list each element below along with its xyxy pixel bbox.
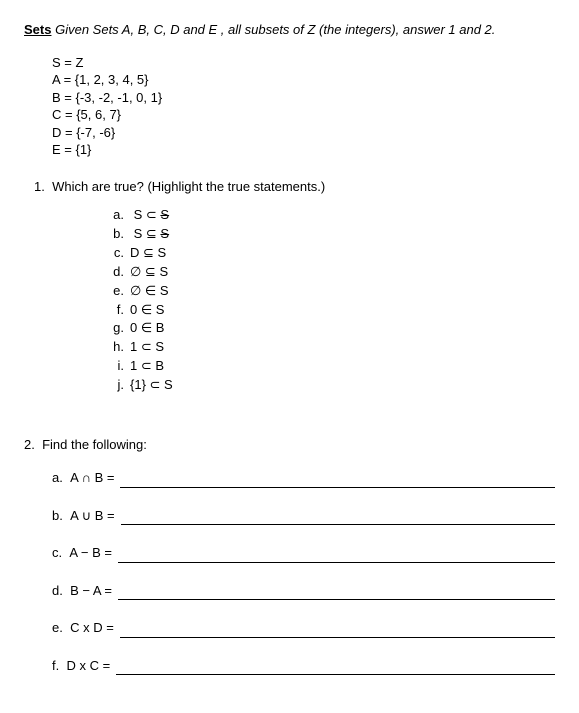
set-B: B = {-3, -2, -1, 0, 1} [52, 89, 555, 107]
q1-c-text: D ⊆ S [130, 245, 166, 260]
q2-b-label: b. [52, 508, 63, 523]
q1-i-label: i. [104, 357, 124, 376]
header-line: Sets Given Sets A, B, C, D and E , all s… [24, 20, 555, 40]
q1-a-text-pre: S ⊂ [134, 207, 161, 222]
q1-j-label: j. [104, 376, 124, 395]
q2-item-b: b. A ∪ B = [52, 506, 555, 526]
q2-prompt: Find the following: [42, 437, 147, 452]
q2-b-text: A ∪ B = [70, 508, 115, 523]
q1-g-text: 0 ∈ B [130, 320, 164, 335]
q1-a-label: a. [104, 206, 124, 225]
q1-d-label: d. [104, 263, 124, 282]
set-definitions: S = Z A = {1, 2, 3, 4, 5} B = {-3, -2, -… [52, 54, 555, 159]
q1-option-c: c. D ⊆ S [104, 244, 555, 263]
q1-h-text: 1 ⊂ S [130, 339, 164, 354]
q2-item-c: c. A − B = [52, 543, 555, 563]
q2-a-text: A ∩ B = [70, 470, 114, 485]
q1-option-g: g. 0 ∈ B [104, 319, 555, 338]
q2-c-label: c. [52, 545, 62, 560]
q1-number: 1. [34, 179, 45, 194]
q1-option-j: j. {1} ⊂ S [104, 376, 555, 395]
q2-item-f: f. D x C = [52, 656, 555, 676]
set-S: S = Z [52, 54, 555, 72]
q2-d-text: B − A = [70, 583, 112, 598]
question-1: 1. Which are true? (Highlight the true s… [34, 177, 555, 395]
q1-option-i: i. 1 ⊂ B [104, 357, 555, 376]
q2-item-e: e. C x D = [52, 618, 555, 638]
q2-c-blank[interactable] [118, 549, 555, 563]
q2-f-text: D x C = [66, 658, 110, 673]
q2-d-label: d. [52, 583, 63, 598]
q2-a-blank[interactable] [120, 474, 555, 488]
q2-number: 2. [24, 437, 35, 452]
q1-e-text: ∅ ∈ S [130, 283, 169, 298]
q2-f-label: f. [52, 658, 59, 673]
q1-h-label: h. [104, 338, 124, 357]
q1-d-text: ∅ ⊆ S [130, 264, 168, 279]
q2-d-blank[interactable] [118, 586, 555, 600]
q1-a-strike: S [160, 207, 169, 222]
q1-option-a: a. S ⊂ S [104, 206, 555, 225]
q2-c-text: A − B = [69, 545, 112, 560]
q1-f-label: f. [104, 301, 124, 320]
set-C: C = {5, 6, 7} [52, 106, 555, 124]
q2-e-text: C x D = [70, 620, 114, 635]
q1-prompt: Which are true? (Highlight the true stat… [52, 179, 325, 194]
q2-item-a: a. A ∩ B = [52, 468, 555, 488]
q1-option-f: f. 0 ∈ S [104, 301, 555, 320]
q1-option-b: b. S ⊆ S [104, 225, 555, 244]
q1-c-label: c. [104, 244, 124, 263]
q1-option-h: h. 1 ⊂ S [104, 338, 555, 357]
q2-e-label: e. [52, 620, 63, 635]
q1-option-e: e. ∅ ∈ S [104, 282, 555, 301]
q1-b-strike: S [160, 226, 169, 241]
q2-f-blank[interactable] [116, 661, 555, 675]
set-A: A = {1, 2, 3, 4, 5} [52, 71, 555, 89]
title: Sets [24, 22, 51, 37]
q1-b-text-pre: S ⊆ [134, 226, 161, 241]
q2-items: a. A ∩ B = b. A ∪ B = c. A − B = d. B − … [52, 468, 555, 675]
q2-b-blank[interactable] [121, 511, 555, 525]
q2-a-label: a. [52, 470, 63, 485]
set-D: D = {-7, -6} [52, 124, 555, 142]
q1-b-label: b. [104, 225, 124, 244]
q1-g-label: g. [104, 319, 124, 338]
q2-item-d: d. B − A = [52, 581, 555, 601]
q1-j-text: {1} ⊂ S [130, 377, 173, 392]
q1-option-d: d. ∅ ⊆ S [104, 263, 555, 282]
instruction: Given Sets A, B, C, D and E , all subset… [55, 22, 495, 37]
q1-options: a. S ⊂ S b. S ⊆ S c. D ⊆ S d. ∅ ⊆ S e. ∅ ∈ … [104, 206, 555, 394]
question-2: 2. Find the following: a. A ∩ B = b. A ∪… [24, 435, 555, 676]
q1-i-text: 1 ⊂ B [130, 358, 164, 373]
set-E: E = {1} [52, 141, 555, 159]
q1-e-label: e. [104, 282, 124, 301]
q1-f-text: 0 ∈ S [130, 302, 164, 317]
